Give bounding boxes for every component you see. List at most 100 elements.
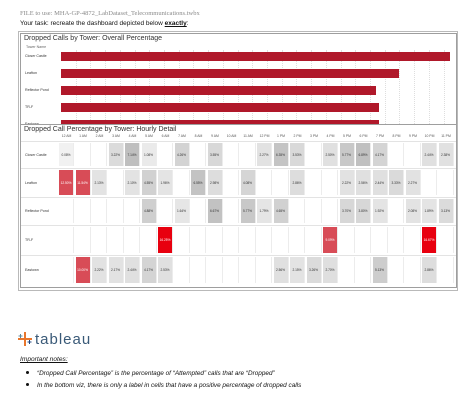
heatmap-cell[interactable] xyxy=(224,227,239,253)
heatmap-cell[interactable] xyxy=(290,199,305,223)
heatmap-cell[interactable] xyxy=(373,227,388,253)
heatmap-cell[interactable] xyxy=(191,257,206,283)
heatmap-cell[interactable]: 3.22% xyxy=(108,143,124,166)
heatmap-cell[interactable]: 0.08% xyxy=(59,143,74,166)
heatmap-cell[interactable] xyxy=(389,227,404,253)
heatmap-cell[interactable] xyxy=(356,257,371,283)
heatmap-cell[interactable] xyxy=(158,143,173,166)
heatmap-cell[interactable]: 1.92% xyxy=(372,199,388,223)
heatmap-cell[interactable] xyxy=(323,170,338,195)
heatmap-cell[interactable]: 2.86% xyxy=(422,257,437,283)
heatmap-cell[interactable] xyxy=(92,143,107,166)
heatmap-cell[interactable] xyxy=(59,199,74,223)
heatmap-cell[interactable]: 6.55% xyxy=(191,170,206,195)
heatmap-cell[interactable]: 9.09% xyxy=(323,227,338,253)
heatmap-cell[interactable] xyxy=(92,199,107,223)
heatmap-cell[interactable]: 3.80% xyxy=(356,199,371,223)
heatmap-cell[interactable]: 16.25% xyxy=(158,227,173,253)
heatmap-cell[interactable]: 2.15% xyxy=(290,257,305,283)
heatmap-cell[interactable]: 2.27% xyxy=(405,170,421,195)
heatmap-cell[interactable] xyxy=(92,227,107,253)
heatmap-cell[interactable] xyxy=(323,199,338,223)
bar-mark[interactable] xyxy=(61,52,450,61)
heatmap-cell[interactable]: 3.13% xyxy=(438,199,454,223)
heatmap-cell[interactable] xyxy=(307,143,322,166)
heatmap-cell[interactable]: 2.44% xyxy=(372,170,388,195)
heatmap-cell[interactable] xyxy=(257,257,272,283)
heatmap-cell[interactable]: 2.70% xyxy=(323,257,338,283)
heatmap-cell[interactable] xyxy=(109,227,124,253)
bar-mark[interactable] xyxy=(61,86,376,95)
heatmap-cell[interactable] xyxy=(257,170,272,195)
heatmap-cell[interactable] xyxy=(290,227,305,253)
heatmap-cell[interactable]: 11.54% xyxy=(75,170,91,195)
heatmap-cell[interactable] xyxy=(224,257,239,283)
heatmap-cell[interactable]: 2.44% xyxy=(422,143,437,166)
heatmap-cell[interactable]: 5.77% xyxy=(339,143,355,166)
heatmap-cell[interactable] xyxy=(356,227,371,253)
heatmap-cell[interactable]: 1.96% xyxy=(158,170,173,195)
heatmap-cell[interactable] xyxy=(406,143,421,166)
heatmap-cell[interactable]: 4.65% xyxy=(273,199,289,223)
heatmap-cell[interactable] xyxy=(175,170,190,195)
heatmap-cell[interactable] xyxy=(59,257,74,283)
heatmap-cell[interactable]: 2.27% xyxy=(257,143,272,166)
heatmap-cell[interactable] xyxy=(340,227,355,253)
heatmap-cell[interactable]: 2.22% xyxy=(92,257,107,283)
heatmap-cell[interactable]: 1.64% xyxy=(174,199,190,223)
heatmap-cell[interactable]: 6.35% xyxy=(273,143,289,166)
heatmap-cell[interactable]: 3.53% xyxy=(290,143,305,166)
heatmap-cell[interactable]: 2.08% xyxy=(405,199,421,223)
heatmap-cell[interactable]: 5.13% xyxy=(372,257,388,283)
heatmap-cell[interactable] xyxy=(175,227,190,253)
heatmap-cell[interactable] xyxy=(241,143,256,166)
bar-mark[interactable] xyxy=(61,69,400,78)
heatmap-cell[interactable] xyxy=(389,257,404,283)
heatmap-cell[interactable]: 3.55% xyxy=(207,143,223,166)
heatmap-cell[interactable] xyxy=(142,227,157,253)
heatmap-cell[interactable]: 2.38% xyxy=(438,143,454,166)
heatmap-cell[interactable] xyxy=(191,143,206,166)
heatmap-cell[interactable] xyxy=(307,170,322,195)
heatmap-cell[interactable]: 2.56% xyxy=(356,170,371,195)
heatmap-cell[interactable]: 1.89% xyxy=(422,199,437,223)
heatmap-cell[interactable]: 7.14% xyxy=(125,143,140,166)
heatmap-cell[interactable]: 4.08% xyxy=(240,170,256,195)
heatmap-cell[interactable]: 16.67% xyxy=(422,227,437,253)
heatmap-cell[interactable] xyxy=(125,227,140,253)
heatmap-cell[interactable] xyxy=(158,199,173,223)
heatmap-cell[interactable]: 6.89% xyxy=(356,143,371,166)
heatmap-cell[interactable] xyxy=(439,170,454,195)
heatmap-cell[interactable]: 4.17% xyxy=(372,143,388,166)
heatmap-cell[interactable] xyxy=(241,227,256,253)
heatmap-cell[interactable] xyxy=(76,143,91,166)
heatmap-cell[interactable] xyxy=(307,227,322,253)
heatmap-cell[interactable] xyxy=(125,199,140,223)
heatmap-cell[interactable]: 10.00% xyxy=(75,257,91,283)
heatmap-cell[interactable] xyxy=(109,170,124,195)
heatmap-cell[interactable]: 2.44% xyxy=(125,257,140,283)
heatmap-cell[interactable] xyxy=(439,257,454,283)
heatmap-cell[interactable] xyxy=(175,257,190,283)
heatmap-cell[interactable] xyxy=(307,199,322,223)
heatmap-cell[interactable]: 2.17% xyxy=(108,257,124,283)
heatmap-cell[interactable] xyxy=(224,170,239,195)
heatmap-cell[interactable]: 3.26% xyxy=(306,257,322,283)
heatmap-cell[interactable] xyxy=(224,199,239,223)
heatmap-cell[interactable] xyxy=(389,199,404,223)
heatmap-cell[interactable] xyxy=(76,199,91,223)
heatmap-cell[interactable] xyxy=(191,199,206,223)
heatmap-cell[interactable]: 3.33% xyxy=(389,170,404,195)
heatmap-cell[interactable] xyxy=(224,143,239,166)
heatmap-cell[interactable] xyxy=(406,227,421,253)
heatmap-cell[interactable] xyxy=(191,227,206,253)
bar-mark[interactable] xyxy=(61,103,379,112)
heatmap-cell[interactable] xyxy=(406,257,421,283)
heatmap-cell[interactable]: 3.70% xyxy=(339,199,355,223)
heatmap-cell[interactable]: 2.56% xyxy=(273,257,289,283)
heatmap-cell[interactable]: 2.86% xyxy=(290,170,305,195)
heatmap-cell[interactable]: 4.55% xyxy=(141,170,157,195)
heatmap-cell[interactable] xyxy=(439,227,454,253)
heatmap-cell[interactable] xyxy=(257,227,272,253)
heatmap-cell[interactable]: 6.67% xyxy=(207,199,223,223)
